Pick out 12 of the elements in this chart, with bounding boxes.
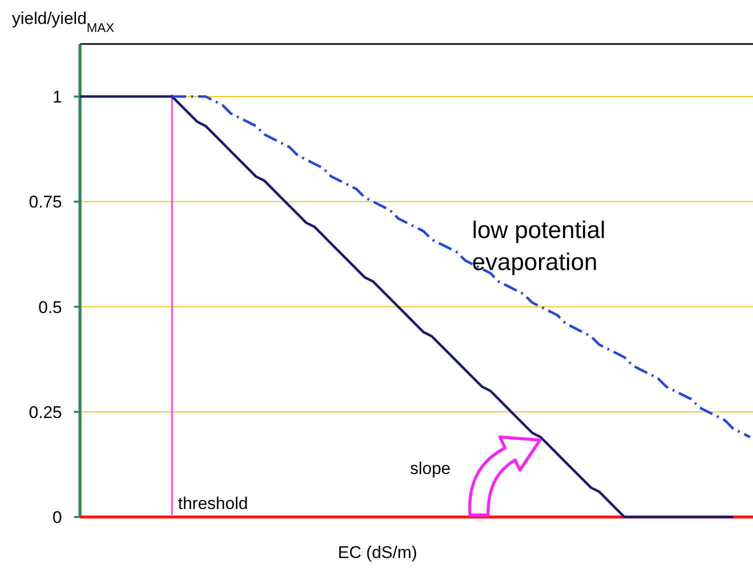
annotation: threshold <box>178 494 248 513</box>
annotation: slope <box>410 459 451 478</box>
y-axis-title: yield/yield$_{MAX}$ <box>12 9 115 34</box>
line-series <box>78 95 734 518</box>
y-tick-label: 0.25 <box>28 402 62 422</box>
y-tick-label: 0.5 <box>38 298 62 317</box>
y-tick-label: 1 <box>52 88 62 107</box>
y-tick-label: 0 <box>52 508 62 527</box>
annotation: low potential evaporation <box>472 217 606 276</box>
y-tick-label: 0.75 <box>28 192 62 212</box>
line-series <box>170 95 752 438</box>
x-axis-title: EC (dS/m) <box>338 543 418 562</box>
